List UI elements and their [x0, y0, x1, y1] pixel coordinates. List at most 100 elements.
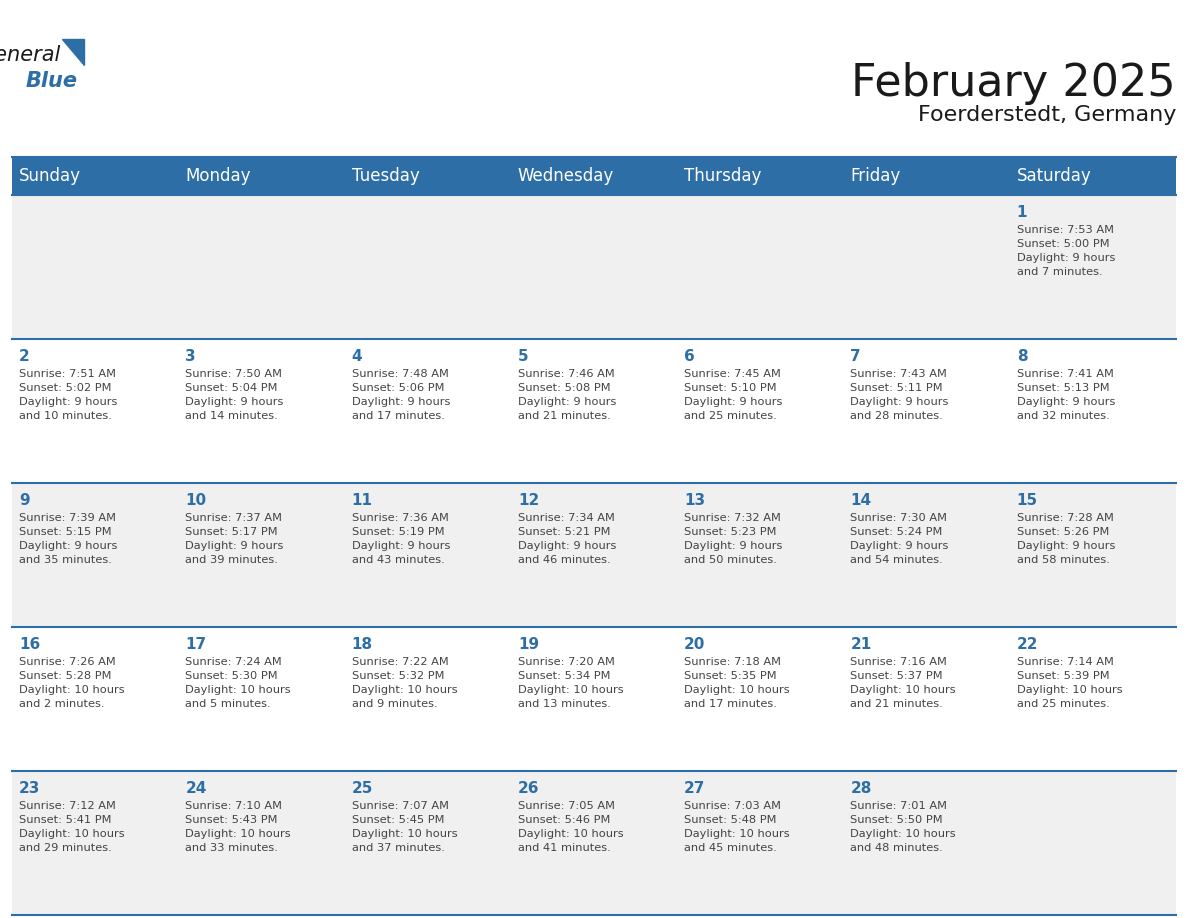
Text: 11: 11: [352, 493, 373, 508]
Bar: [677, 195, 843, 339]
Text: 26: 26: [518, 781, 539, 796]
Text: 28: 28: [851, 781, 872, 796]
Bar: [345, 339, 511, 483]
Text: 8: 8: [1017, 349, 1028, 364]
Bar: [178, 195, 345, 339]
Bar: [843, 157, 1010, 195]
Bar: [511, 339, 677, 483]
Text: Sunrise: 7:16 AM
Sunset: 5:37 PM
Daylight: 10 hours
and 21 minutes.: Sunrise: 7:16 AM Sunset: 5:37 PM Dayligh…: [851, 657, 956, 709]
Bar: [1010, 157, 1176, 195]
Bar: [843, 339, 1010, 483]
Text: Thursday: Thursday: [684, 167, 762, 185]
Text: Tuesday: Tuesday: [352, 167, 419, 185]
Text: 12: 12: [518, 493, 539, 508]
Text: 1: 1: [1017, 205, 1028, 220]
Text: 6: 6: [684, 349, 695, 364]
Text: Sunday: Sunday: [19, 167, 81, 185]
Text: 17: 17: [185, 637, 207, 652]
Text: Monday: Monday: [185, 167, 251, 185]
Text: 21: 21: [851, 637, 872, 652]
Text: Sunrise: 7:12 AM
Sunset: 5:41 PM
Daylight: 10 hours
and 29 minutes.: Sunrise: 7:12 AM Sunset: 5:41 PM Dayligh…: [19, 801, 125, 853]
Text: 10: 10: [185, 493, 207, 508]
Bar: [677, 157, 843, 195]
Bar: [511, 483, 677, 627]
Text: 20: 20: [684, 637, 706, 652]
Bar: [345, 627, 511, 771]
Bar: [12, 771, 178, 915]
Text: 19: 19: [518, 637, 539, 652]
Bar: [178, 483, 345, 627]
Text: Sunrise: 7:26 AM
Sunset: 5:28 PM
Daylight: 10 hours
and 2 minutes.: Sunrise: 7:26 AM Sunset: 5:28 PM Dayligh…: [19, 657, 125, 709]
Text: February 2025: February 2025: [852, 62, 1176, 105]
Bar: [511, 771, 677, 915]
Text: Sunrise: 7:24 AM
Sunset: 5:30 PM
Daylight: 10 hours
and 5 minutes.: Sunrise: 7:24 AM Sunset: 5:30 PM Dayligh…: [185, 657, 291, 709]
Bar: [677, 627, 843, 771]
Text: 2: 2: [19, 349, 30, 364]
Text: 9: 9: [19, 493, 30, 508]
Text: Sunrise: 7:05 AM
Sunset: 5:46 PM
Daylight: 10 hours
and 41 minutes.: Sunrise: 7:05 AM Sunset: 5:46 PM Dayligh…: [518, 801, 624, 853]
Text: 5: 5: [518, 349, 529, 364]
Bar: [843, 483, 1010, 627]
Bar: [178, 339, 345, 483]
Text: Sunrise: 7:20 AM
Sunset: 5:34 PM
Daylight: 10 hours
and 13 minutes.: Sunrise: 7:20 AM Sunset: 5:34 PM Dayligh…: [518, 657, 624, 709]
Text: Sunrise: 7:50 AM
Sunset: 5:04 PM
Daylight: 9 hours
and 14 minutes.: Sunrise: 7:50 AM Sunset: 5:04 PM Dayligh…: [185, 369, 284, 421]
Bar: [1010, 483, 1176, 627]
Bar: [178, 627, 345, 771]
Text: 22: 22: [1017, 637, 1038, 652]
Bar: [12, 157, 178, 195]
Text: Sunrise: 7:43 AM
Sunset: 5:11 PM
Daylight: 9 hours
and 28 minutes.: Sunrise: 7:43 AM Sunset: 5:11 PM Dayligh…: [851, 369, 949, 421]
Text: Sunrise: 7:10 AM
Sunset: 5:43 PM
Daylight: 10 hours
and 33 minutes.: Sunrise: 7:10 AM Sunset: 5:43 PM Dayligh…: [185, 801, 291, 853]
Text: Sunrise: 7:01 AM
Sunset: 5:50 PM
Daylight: 10 hours
and 48 minutes.: Sunrise: 7:01 AM Sunset: 5:50 PM Dayligh…: [851, 801, 956, 853]
Text: Sunrise: 7:03 AM
Sunset: 5:48 PM
Daylight: 10 hours
and 45 minutes.: Sunrise: 7:03 AM Sunset: 5:48 PM Dayligh…: [684, 801, 790, 853]
Text: Sunrise: 7:36 AM
Sunset: 5:19 PM
Daylight: 9 hours
and 43 minutes.: Sunrise: 7:36 AM Sunset: 5:19 PM Dayligh…: [352, 513, 450, 565]
Bar: [178, 771, 345, 915]
Bar: [345, 771, 511, 915]
Text: Sunrise: 7:14 AM
Sunset: 5:39 PM
Daylight: 10 hours
and 25 minutes.: Sunrise: 7:14 AM Sunset: 5:39 PM Dayligh…: [1017, 657, 1123, 709]
Text: Sunrise: 7:39 AM
Sunset: 5:15 PM
Daylight: 9 hours
and 35 minutes.: Sunrise: 7:39 AM Sunset: 5:15 PM Dayligh…: [19, 513, 118, 565]
Bar: [1010, 195, 1176, 339]
Text: Sunrise: 7:30 AM
Sunset: 5:24 PM
Daylight: 9 hours
and 54 minutes.: Sunrise: 7:30 AM Sunset: 5:24 PM Dayligh…: [851, 513, 949, 565]
Bar: [1010, 339, 1176, 483]
Bar: [12, 483, 178, 627]
Bar: [12, 627, 178, 771]
Text: Sunrise: 7:48 AM
Sunset: 5:06 PM
Daylight: 9 hours
and 17 minutes.: Sunrise: 7:48 AM Sunset: 5:06 PM Dayligh…: [352, 369, 450, 421]
Text: Sunrise: 7:41 AM
Sunset: 5:13 PM
Daylight: 9 hours
and 32 minutes.: Sunrise: 7:41 AM Sunset: 5:13 PM Dayligh…: [1017, 369, 1116, 421]
Bar: [511, 627, 677, 771]
Text: General: General: [0, 45, 61, 65]
Text: Saturday: Saturday: [1017, 167, 1092, 185]
Text: Friday: Friday: [851, 167, 901, 185]
Bar: [178, 157, 345, 195]
Text: Sunrise: 7:34 AM
Sunset: 5:21 PM
Daylight: 9 hours
and 46 minutes.: Sunrise: 7:34 AM Sunset: 5:21 PM Dayligh…: [518, 513, 617, 565]
Text: 15: 15: [1017, 493, 1038, 508]
Text: Foerderstedt, Germany: Foerderstedt, Germany: [917, 105, 1176, 125]
Text: 7: 7: [851, 349, 861, 364]
Text: 18: 18: [352, 637, 373, 652]
Bar: [511, 157, 677, 195]
Bar: [677, 771, 843, 915]
Text: 13: 13: [684, 493, 706, 508]
Text: 16: 16: [19, 637, 40, 652]
Bar: [345, 157, 511, 195]
Bar: [1010, 771, 1176, 915]
Text: Sunrise: 7:51 AM
Sunset: 5:02 PM
Daylight: 9 hours
and 10 minutes.: Sunrise: 7:51 AM Sunset: 5:02 PM Dayligh…: [19, 369, 118, 421]
Bar: [345, 483, 511, 627]
Text: 24: 24: [185, 781, 207, 796]
Text: Sunrise: 7:22 AM
Sunset: 5:32 PM
Daylight: 10 hours
and 9 minutes.: Sunrise: 7:22 AM Sunset: 5:32 PM Dayligh…: [352, 657, 457, 709]
Text: Blue: Blue: [26, 71, 78, 91]
Text: Sunrise: 7:53 AM
Sunset: 5:00 PM
Daylight: 9 hours
and 7 minutes.: Sunrise: 7:53 AM Sunset: 5:00 PM Dayligh…: [1017, 225, 1116, 277]
Text: Sunrise: 7:46 AM
Sunset: 5:08 PM
Daylight: 9 hours
and 21 minutes.: Sunrise: 7:46 AM Sunset: 5:08 PM Dayligh…: [518, 369, 617, 421]
Bar: [345, 195, 511, 339]
Text: 3: 3: [185, 349, 196, 364]
Text: 27: 27: [684, 781, 706, 796]
Text: Wednesday: Wednesday: [518, 167, 614, 185]
Bar: [511, 195, 677, 339]
Bar: [677, 339, 843, 483]
Text: Sunrise: 7:45 AM
Sunset: 5:10 PM
Daylight: 9 hours
and 25 minutes.: Sunrise: 7:45 AM Sunset: 5:10 PM Dayligh…: [684, 369, 783, 421]
Bar: [843, 195, 1010, 339]
Text: 25: 25: [352, 781, 373, 796]
Text: Sunrise: 7:07 AM
Sunset: 5:45 PM
Daylight: 10 hours
and 37 minutes.: Sunrise: 7:07 AM Sunset: 5:45 PM Dayligh…: [352, 801, 457, 853]
Polygon shape: [62, 39, 84, 65]
Bar: [1010, 627, 1176, 771]
Text: Sunrise: 7:32 AM
Sunset: 5:23 PM
Daylight: 9 hours
and 50 minutes.: Sunrise: 7:32 AM Sunset: 5:23 PM Dayligh…: [684, 513, 783, 565]
Text: Sunrise: 7:18 AM
Sunset: 5:35 PM
Daylight: 10 hours
and 17 minutes.: Sunrise: 7:18 AM Sunset: 5:35 PM Dayligh…: [684, 657, 790, 709]
